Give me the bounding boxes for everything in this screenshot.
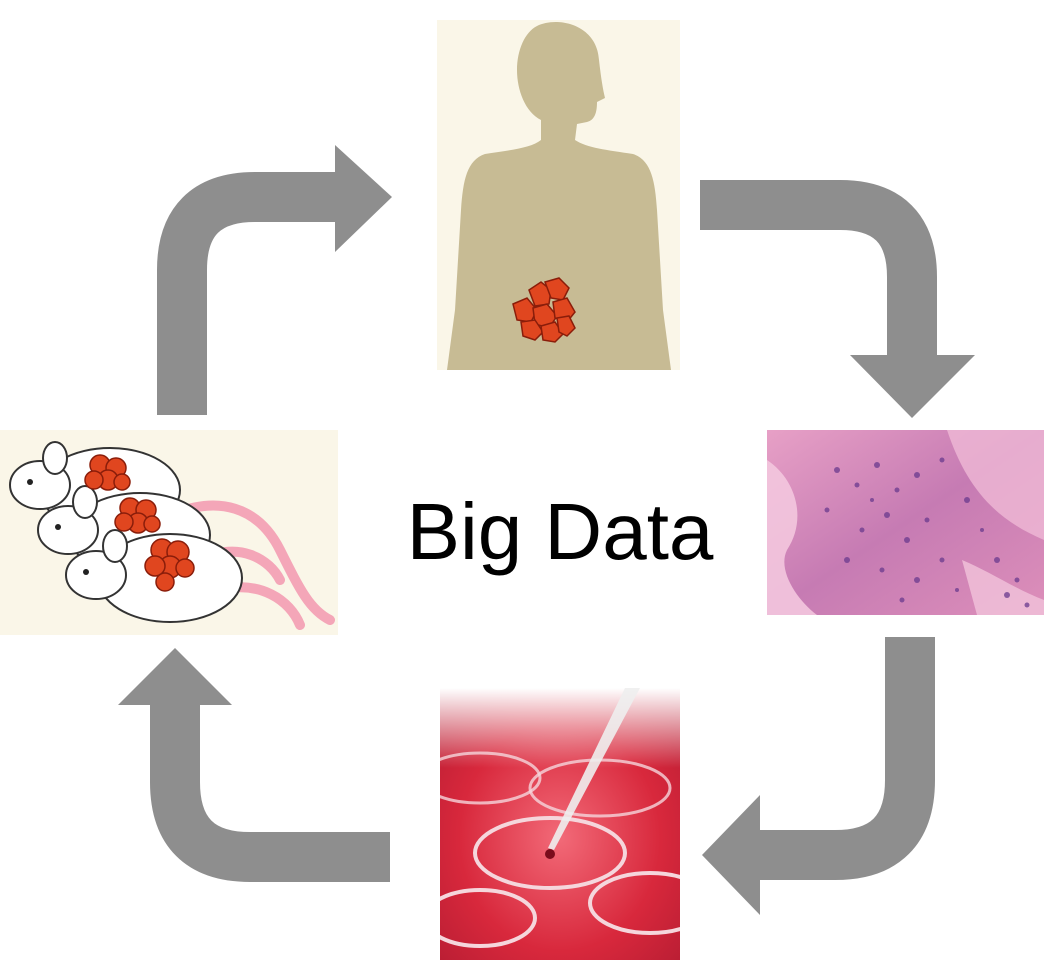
mice-with-tumors-icon	[0, 430, 338, 635]
human-with-tumor-panel	[437, 20, 680, 370]
arrow-mice-to-human	[157, 172, 335, 415]
center-title: Big Data	[406, 487, 714, 576]
arrow-culture-to-mice	[150, 705, 390, 882]
mouse-models-panel	[0, 430, 338, 635]
arrow-human-to-tissue	[700, 180, 937, 355]
arrow-head-right	[335, 145, 392, 252]
tumor-icon	[512, 277, 576, 343]
arrow-head-left	[702, 795, 760, 915]
cell-culture-panel	[440, 688, 680, 960]
tumor-histology-panel	[767, 430, 1044, 615]
human-silhouette-icon	[437, 20, 680, 370]
arrow-tissue-to-culture	[760, 637, 935, 880]
arrow-head-down	[850, 355, 975, 418]
tissue-section-icon	[767, 430, 1044, 615]
arrow-head-up	[118, 648, 232, 705]
tumor-icon	[84, 454, 195, 592]
petri-dish-pipette-icon	[440, 688, 680, 960]
